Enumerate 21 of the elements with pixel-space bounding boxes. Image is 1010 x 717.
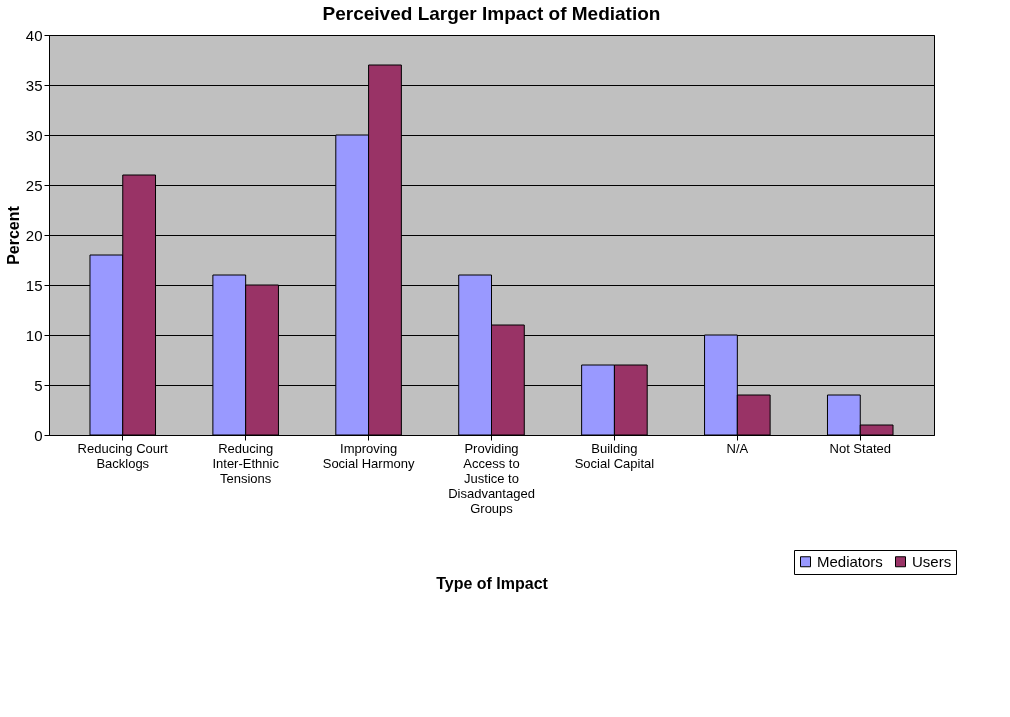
x-tick-label: Reducing Court Backlogs <box>77 440 169 471</box>
x-tick-label: Providing Access to Justice to Disadvantaged Groups <box>448 440 535 516</box>
y-tick-label: 40 <box>25 26 43 44</box>
y-tick-label: 35 <box>25 76 43 94</box>
x-axis-title: Type of Impact <box>436 574 549 592</box>
y-tick-label: 20 <box>25 226 43 244</box>
x-tick-label: Building Social Capital <box>574 440 655 471</box>
x-tick-label: N/A <box>726 440 749 456</box>
x-tick-label: Reducing Inter-Ethnic Tensions <box>212 440 280 486</box>
chart-title: Perceived Larger Impact of Mediation <box>322 3 661 24</box>
y-tick-label: 25 <box>25 176 43 194</box>
y-tick-label: 5 <box>34 376 43 394</box>
y-tick-label: 15 <box>25 276 43 294</box>
x-tick-label: Not Stated <box>829 440 891 456</box>
x-tick-label: Improving Social Harmony <box>322 440 415 471</box>
legend-label: Mediators <box>817 552 883 570</box>
y-tick-label: 30 <box>25 126 43 144</box>
y-axis-title: Percent <box>4 205 22 265</box>
y-tick-label: 10 <box>25 326 43 344</box>
y-tick-label: 0 <box>34 426 43 444</box>
legend-label: Users <box>912 552 952 570</box>
